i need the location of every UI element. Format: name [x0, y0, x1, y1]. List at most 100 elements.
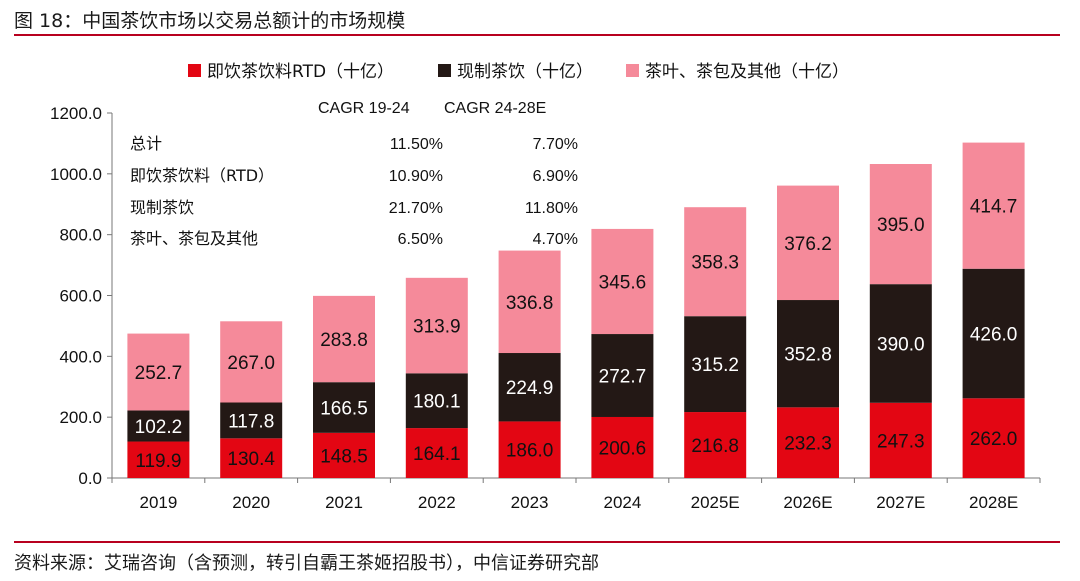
bar-segment — [313, 295, 375, 383]
cagr-row-value-2: 7.70% — [533, 136, 578, 153]
bar-segment — [869, 402, 932, 478]
bar-segment — [405, 277, 468, 374]
bar-segment — [962, 398, 1025, 478]
x-tick-label: 2026E — [783, 493, 832, 512]
stacked-bar-chart: 即饮茶饮料RTD（十亿） 现制茶饮（十亿） 茶叶、茶包及其他（十亿） CAGR 19… — [50, 62, 1041, 512]
cagr-row-label: 现制茶饮 — [130, 198, 194, 217]
data-label: 414.7 — [970, 197, 1018, 218]
x-tick-label: 2021 — [325, 493, 363, 512]
bar-segment — [498, 250, 561, 354]
bar-segment — [684, 316, 747, 413]
bar-segment — [777, 407, 839, 478]
bar-segment — [498, 421, 561, 478]
data-label: 352.8 — [784, 345, 832, 366]
bar-segment — [127, 410, 190, 442]
bar-segment — [684, 412, 747, 478]
title-rule — [14, 34, 1060, 36]
cagr-row-value-1: 10.90% — [389, 168, 443, 185]
x-tick-label: 2028E — [969, 493, 1018, 512]
cagr-table: CAGR 19-24 CAGR 24-28E 总计 11.50% 7.70% 即饮茶饮料（… — [130, 100, 578, 248]
data-label: 186.0 — [506, 441, 554, 462]
x-tick-label: 2020 — [232, 493, 270, 512]
data-label: 224.9 — [506, 378, 554, 399]
data-label: 313.9 — [413, 317, 461, 338]
legend-swatch-1 — [438, 64, 451, 77]
data-label: 102.2 — [135, 417, 183, 438]
cagr-row-label: 即饮茶饮料（RTD） — [130, 166, 274, 185]
data-label: 267.0 — [227, 353, 275, 374]
x-tick-label: 2023 — [511, 493, 549, 512]
data-label: 426.0 — [970, 325, 1018, 346]
data-label: 180.1 — [413, 392, 461, 413]
data-label: 315.2 — [691, 355, 739, 376]
cagr-header-2: CAGR 24-28E — [444, 100, 546, 117]
bar-segment — [127, 333, 190, 411]
y-tick-label: 600.0 — [59, 287, 102, 306]
bar-segment — [591, 416, 654, 478]
bar-segment — [220, 438, 283, 478]
data-label: 395.0 — [877, 215, 925, 236]
data-label: 252.7 — [135, 363, 183, 384]
cagr-header-1: CAGR 19-24 — [318, 100, 410, 117]
y-tick-label: 400.0 — [59, 347, 102, 366]
data-label: 345.6 — [599, 272, 647, 293]
cagr-row-value-1: 21.70% — [389, 200, 443, 217]
bar-segment — [869, 164, 932, 285]
bar-segment — [869, 284, 932, 403]
data-label: 283.8 — [320, 330, 368, 351]
bar-segment — [684, 207, 747, 317]
data-label: 358.3 — [691, 253, 739, 274]
x-tick-label: 2024 — [603, 493, 641, 512]
bar-segment — [220, 321, 283, 403]
bar-segment — [591, 334, 654, 417]
legend-label-0: 即饮茶饮料RTD（十亿） — [207, 62, 394, 82]
data-label: 216.8 — [691, 436, 739, 457]
x-tick-label: 2019 — [139, 493, 177, 512]
bar-segment — [313, 382, 375, 433]
y-tick-label: 200.0 — [59, 408, 102, 427]
cagr-row-label: 茶叶、茶包及其他 — [130, 229, 258, 248]
bar-segment — [405, 428, 468, 478]
bar-segment — [962, 142, 1025, 269]
y-tick-label: 1200.0 — [50, 104, 102, 123]
data-label: 148.5 — [320, 446, 368, 467]
axes: 0.0 200.0 400.0 600.0 800.0 1000.0 1200.0 2019 2… — [50, 104, 1041, 512]
bar-segment — [591, 228, 654, 335]
data-label: 272.7 — [599, 367, 647, 388]
cagr-row-value-1: 6.50% — [398, 231, 443, 248]
data-label: 119.9 — [135, 451, 181, 472]
y-tick-label: 1000.0 — [50, 165, 102, 184]
cagr-row-value-2: 11.80% — [525, 200, 578, 217]
legend-label-1: 现制茶饮（十亿） — [457, 62, 593, 82]
data-label: 166.5 — [320, 399, 368, 420]
legend-swatch-2 — [626, 64, 639, 77]
data-label: 130.4 — [227, 449, 275, 470]
source-rule — [14, 541, 1060, 543]
figure-title: 图 18：中国茶饮市场以交易总额计的市场规模 — [14, 10, 406, 32]
bar-segment — [498, 353, 561, 422]
source-note: 资料来源：艾瑞咨询（含预测，转引自霸王茶姬招股书），中信证券研究部 — [14, 553, 599, 574]
data-label: 247.3 — [877, 431, 925, 452]
x-tick-label: 2025E — [691, 493, 740, 512]
bar-segment — [220, 402, 283, 439]
x-tick-label: 2022 — [418, 493, 456, 512]
bar-segment — [405, 373, 468, 429]
bar-segment — [962, 268, 1025, 399]
y-tick-label: 800.0 — [59, 226, 102, 245]
y-tick-label: 0.0 — [78, 469, 102, 488]
cagr-row-value-1: 11.50% — [390, 136, 443, 153]
cagr-row-value-2: 6.90% — [533, 168, 578, 185]
data-label: 390.0 — [877, 334, 925, 355]
data-label: 200.6 — [599, 438, 647, 459]
bar-segment — [777, 300, 839, 408]
bar-segment — [777, 185, 839, 301]
bar-segment — [127, 441, 190, 478]
x-tick-label: 2027E — [876, 493, 925, 512]
data-label: 117.8 — [228, 411, 274, 432]
data-label: 232.3 — [784, 434, 832, 455]
data-label: 376.2 — [784, 234, 832, 255]
data-label: 262.0 — [970, 429, 1018, 450]
data-label: 164.1 — [413, 444, 461, 465]
data-label: 336.8 — [506, 293, 554, 314]
legend: 即饮茶饮料RTD（十亿） 现制茶饮（十亿） 茶叶、茶包及其他（十亿） — [188, 62, 849, 82]
